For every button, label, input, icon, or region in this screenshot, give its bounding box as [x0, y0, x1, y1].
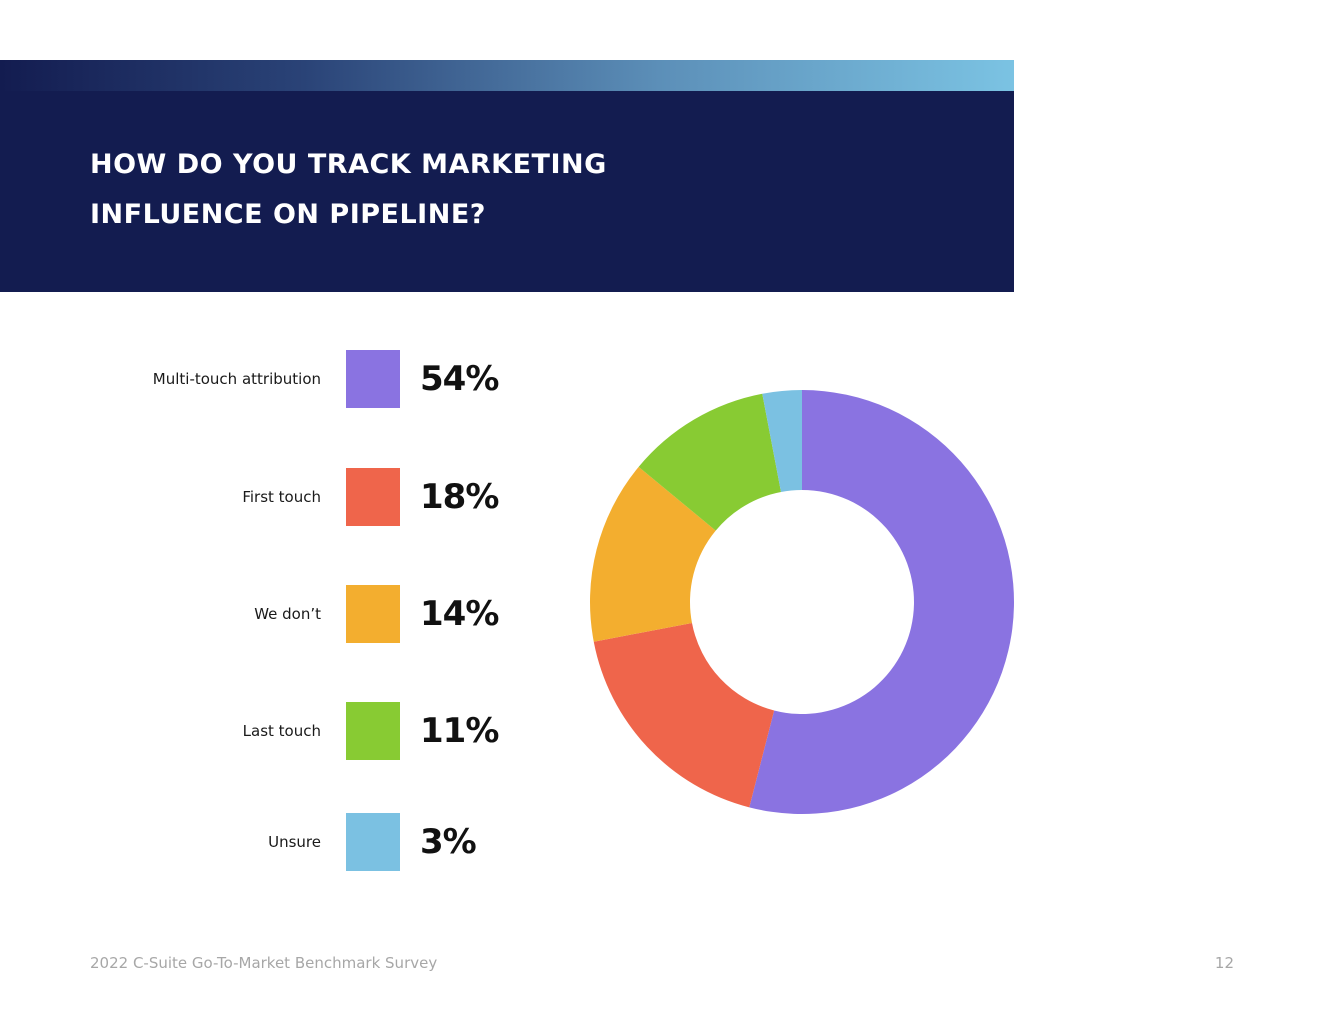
legend-value: 54% — [420, 359, 499, 399]
page-title-line-2: influence on pipeline? — [90, 199, 486, 230]
legend-item-unsure: Unsure 3% — [0, 813, 560, 871]
donut-slice-multi-touch — [749, 390, 1014, 814]
legend-swatch — [346, 350, 400, 408]
header-gradient-bar — [0, 60, 1014, 91]
legend-item-we-dont: We don’t 14% — [0, 585, 560, 643]
donut-slice-we-dont — [590, 466, 716, 642]
page-title: How do you track marketing influence on … — [90, 140, 690, 240]
legend-value: 11% — [420, 711, 499, 751]
legend-label: We don’t — [254, 605, 321, 623]
page-number: 12 — [1214, 954, 1234, 972]
legend-swatch — [346, 468, 400, 526]
legend-label: Multi-touch attribution — [152, 370, 321, 388]
legend-label: Last touch — [242, 722, 321, 740]
legend-swatch — [346, 585, 400, 643]
legend-swatch — [346, 813, 400, 871]
donut-slice-first-touch — [593, 622, 775, 808]
legend-value: 18% — [420, 477, 499, 517]
donut-chart — [590, 390, 1014, 814]
footer-survey-title: 2022 C-Suite Go-To-Market Benchmark Surv… — [90, 954, 438, 972]
legend-swatch — [346, 702, 400, 760]
legend-item-multi-touch: Multi-touch attribution 54% — [0, 350, 560, 408]
legend-label: First touch — [242, 488, 321, 506]
legend-label: Unsure — [268, 833, 321, 851]
donut-slice-last-touch — [638, 393, 782, 531]
header-band — [0, 91, 1014, 292]
page-title-line-1: How do you track marketing — [90, 149, 607, 180]
legend-value: 14% — [420, 594, 499, 634]
donut-slice-unsure — [762, 390, 802, 492]
legend-value: 3% — [420, 822, 477, 862]
legend-item-last-touch: Last touch 11% — [0, 702, 560, 760]
legend-item-first-touch: First touch 18% — [0, 468, 560, 526]
